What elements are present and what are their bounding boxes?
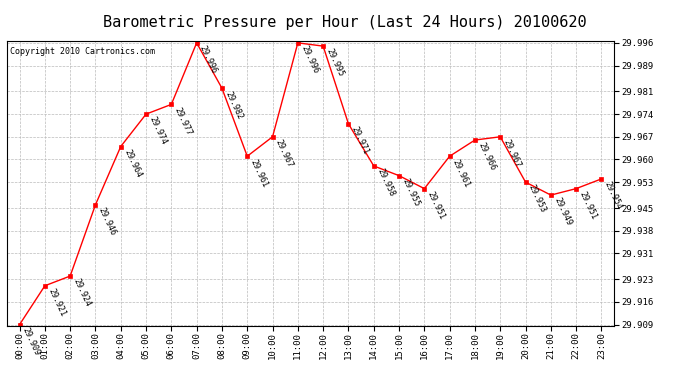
Text: 29.961: 29.961	[248, 158, 270, 189]
Text: 29.966: 29.966	[476, 141, 497, 172]
Text: 29.974: 29.974	[148, 116, 168, 147]
Text: 29.982: 29.982	[224, 90, 244, 121]
Text: 29.953: 29.953	[527, 183, 548, 214]
Text: 29.995: 29.995	[324, 48, 346, 78]
Text: 29.967: 29.967	[274, 138, 295, 169]
Text: 29.971: 29.971	[350, 125, 371, 156]
Text: 29.958: 29.958	[375, 167, 396, 198]
Text: 29.951: 29.951	[426, 190, 446, 221]
Text: 29.949: 29.949	[552, 196, 573, 228]
Text: 29.921: 29.921	[46, 287, 67, 318]
Text: 29.954: 29.954	[603, 180, 624, 211]
Text: Barometric Pressure per Hour (Last 24 Hours) 20100620: Barometric Pressure per Hour (Last 24 Ho…	[104, 15, 586, 30]
Text: 29.909: 29.909	[21, 326, 42, 357]
Text: 29.977: 29.977	[172, 106, 194, 137]
Text: 29.924: 29.924	[72, 278, 92, 308]
Text: 29.955: 29.955	[400, 177, 422, 208]
Text: 29.961: 29.961	[451, 158, 472, 189]
Text: 29.951: 29.951	[578, 190, 598, 221]
Text: 29.996: 29.996	[198, 44, 219, 75]
Text: Copyright 2010 Cartronics.com: Copyright 2010 Cartronics.com	[10, 47, 155, 56]
Text: 29.996: 29.996	[299, 44, 320, 75]
Text: 29.946: 29.946	[97, 206, 118, 237]
Text: 29.967: 29.967	[502, 138, 522, 169]
Text: 29.964: 29.964	[122, 148, 143, 179]
